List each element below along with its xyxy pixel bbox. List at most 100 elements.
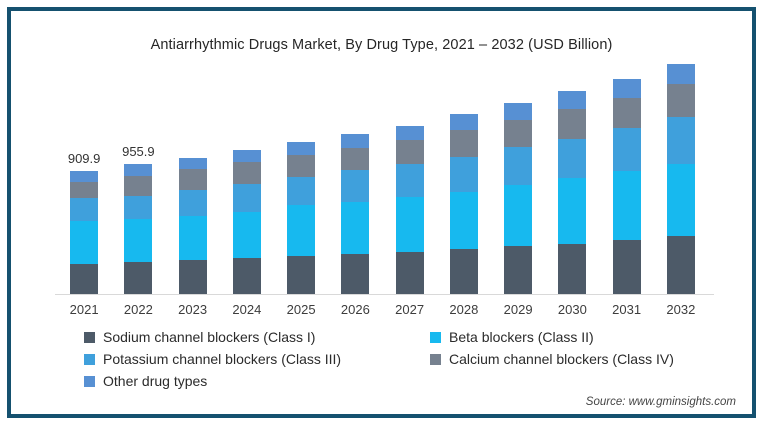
legend-swatch-icon-calcium xyxy=(430,354,441,365)
x-axis-label-2022: 2022 xyxy=(123,302,153,317)
bar-segment-2030-calcium xyxy=(558,108,587,139)
bar-segment-2031-beta xyxy=(612,170,641,241)
bar-segment-2025-calcium xyxy=(287,154,316,178)
x-axis-label-2025: 2025 xyxy=(286,302,316,317)
bar-segment-2031-other xyxy=(612,79,641,98)
legend-label-potassium: Potassium channel blockers (Class III) xyxy=(103,351,342,367)
stacked-bar-2029 xyxy=(504,102,533,294)
stacked-bar-2031 xyxy=(612,79,641,294)
bar-segment-2031-potassium xyxy=(612,128,641,171)
bar-segment-2032-other xyxy=(666,64,695,84)
x-axis-label-2030: 2030 xyxy=(557,302,587,317)
legend-item-beta: Beta blockers (Class II) xyxy=(430,328,752,347)
bar-segment-2032-sodium xyxy=(666,235,695,294)
bar-segment-2021-sodium xyxy=(70,263,99,294)
legend-swatch-icon-other xyxy=(84,376,95,387)
bar-segment-2023-beta xyxy=(178,215,207,260)
stacked-bar-2022 xyxy=(124,164,153,294)
bar-segment-2025-beta xyxy=(287,205,316,257)
bar-segment-2030-potassium xyxy=(558,138,587,179)
bar-segment-2023-other xyxy=(178,157,207,169)
chart-frame: Antiarrhythmic Drugs Market, By Drug Typ… xyxy=(7,7,756,418)
bar-segment-2023-potassium xyxy=(178,189,207,216)
bar-segment-2026-beta xyxy=(341,201,370,254)
bar-segment-2030-sodium xyxy=(558,243,587,294)
bar-segment-2026-potassium xyxy=(341,169,370,202)
bar-column-2030 xyxy=(545,57,599,294)
bar-column-2024 xyxy=(220,57,274,294)
x-axis-label-2029: 2029 xyxy=(503,302,533,317)
bar-segment-2027-sodium xyxy=(395,252,424,294)
stacked-bar-2025 xyxy=(287,142,316,294)
x-axis-label-2023: 2023 xyxy=(178,302,208,317)
bar-segment-2022-other xyxy=(124,164,153,176)
legend-swatch-icon-potassium xyxy=(84,354,95,365)
legend-item-sodium: Sodium channel blockers (Class I) xyxy=(84,328,430,347)
bar-segment-2025-sodium xyxy=(287,256,316,294)
legend-label-calcium: Calcium channel blockers (Class IV) xyxy=(449,351,674,367)
bar-segment-2024-sodium xyxy=(232,258,261,294)
x-axis-label-2032: 2032 xyxy=(666,302,696,317)
legend-label-sodium: Sodium channel blockers (Class I) xyxy=(103,329,316,345)
bar-segment-2030-other xyxy=(558,91,587,109)
bar-segment-2028-beta xyxy=(449,192,478,250)
bar-column-2028 xyxy=(437,57,491,294)
plot-area: 909.9 955.9 xyxy=(55,57,716,295)
bar-segment-2027-calcium xyxy=(395,139,424,165)
x-axis-label-2031: 2031 xyxy=(612,302,642,317)
bar-segment-2026-other xyxy=(341,133,370,148)
legend-item-other: Other drug types xyxy=(84,372,430,391)
bar-segment-2021-beta xyxy=(70,220,99,264)
legend-item-potassium: Potassium channel blockers (Class III) xyxy=(84,350,430,369)
bar-segment-2025-potassium xyxy=(287,177,316,206)
bar-segment-2023-calcium xyxy=(178,168,207,190)
x-axis-label-2026: 2026 xyxy=(340,302,370,317)
legend-label-beta: Beta blockers (Class II) xyxy=(449,329,594,345)
bar-segment-2021-other xyxy=(70,170,99,182)
bar-segment-2023-sodium xyxy=(178,259,207,294)
legend-swatch-icon-beta xyxy=(430,332,441,343)
legend: Sodium channel blockers (Class I) Beta bl… xyxy=(84,328,752,391)
x-axis-label-2021: 2021 xyxy=(69,302,99,317)
bar-segment-2024-beta xyxy=(232,211,261,259)
bar-segment-2022-calcium xyxy=(124,175,153,196)
stacked-bar-2032 xyxy=(666,64,695,294)
bar-segment-2025-other xyxy=(287,142,316,155)
bar-column-2029 xyxy=(491,57,545,294)
bar-column-2032 xyxy=(654,57,708,294)
bar-segment-2028-potassium xyxy=(449,156,478,193)
bar-segment-2032-calcium xyxy=(666,83,695,118)
stacked-bar-2030 xyxy=(558,91,587,294)
bar-segment-2029-other xyxy=(504,102,533,120)
chart-title: Antiarrhythmic Drugs Market, By Drug Typ… xyxy=(150,37,613,53)
legend-item-calcium: Calcium channel blockers (Class IV) xyxy=(430,350,752,369)
stacked-bar-2027 xyxy=(395,125,424,294)
bar-total-label-2022: 955.9 xyxy=(122,144,155,160)
stacked-bar-2024 xyxy=(232,150,261,294)
bar-column-2025 xyxy=(274,57,328,294)
source-credit: Source: www.gminsights.com xyxy=(585,396,736,408)
bar-segment-2029-potassium xyxy=(504,147,533,186)
bar-column-2026 xyxy=(328,57,382,294)
bar-segment-2030-beta xyxy=(558,178,587,244)
bar-column-2022: 955.9 xyxy=(111,57,165,294)
bar-segment-2021-calcium xyxy=(70,181,99,199)
x-axis-label-2024: 2024 xyxy=(232,302,262,317)
legend-swatch-icon-sodium xyxy=(84,332,95,343)
bar-segment-2032-beta xyxy=(666,163,695,236)
bar-segment-2022-beta xyxy=(124,218,153,262)
bar-column-2021: 909.9 xyxy=(57,57,111,294)
bar-segment-2029-calcium xyxy=(504,119,533,148)
bar-segment-2027-beta xyxy=(395,196,424,253)
legend-label-other: Other drug types xyxy=(103,373,208,389)
bar-segment-2026-calcium xyxy=(341,147,370,170)
stacked-bar-2028 xyxy=(449,114,478,294)
bar-segment-2022-potassium xyxy=(124,195,153,219)
bar-segment-2022-sodium xyxy=(124,262,153,294)
bars-container: 909.9 955.9 xyxy=(57,57,708,294)
stacked-bar-2026 xyxy=(341,133,370,294)
bar-column-2027 xyxy=(383,57,437,294)
stacked-bar-2023 xyxy=(178,157,207,294)
x-axis-label-2028: 2028 xyxy=(449,302,479,317)
bar-total-label-2021: 909.9 xyxy=(67,150,101,166)
